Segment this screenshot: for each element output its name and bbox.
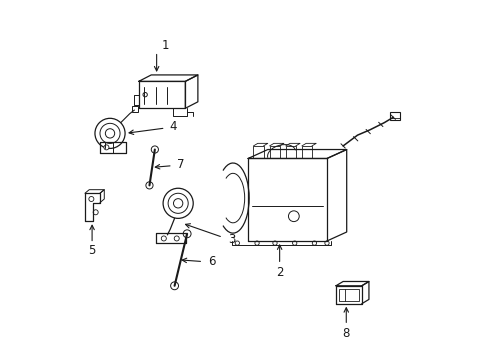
Circle shape (145, 182, 153, 189)
Bar (338, 289, 358, 301)
Text: 6: 6 (208, 255, 216, 268)
Text: 5: 5 (88, 244, 96, 257)
Bar (389, 112, 400, 120)
Circle shape (235, 241, 239, 245)
Circle shape (163, 188, 193, 219)
Circle shape (312, 241, 316, 245)
Circle shape (100, 123, 120, 143)
Text: 7: 7 (177, 158, 184, 171)
Circle shape (288, 211, 299, 222)
Circle shape (104, 145, 109, 150)
Circle shape (161, 236, 166, 241)
Bar (131, 107, 138, 112)
Circle shape (95, 118, 125, 148)
Circle shape (168, 193, 188, 213)
Circle shape (142, 93, 147, 97)
Circle shape (292, 241, 296, 245)
Circle shape (173, 199, 183, 208)
Circle shape (89, 197, 94, 202)
Text: 1: 1 (162, 39, 169, 52)
Circle shape (272, 241, 277, 245)
Circle shape (324, 241, 328, 245)
Circle shape (93, 210, 98, 215)
Circle shape (170, 282, 178, 290)
Circle shape (174, 236, 179, 241)
Circle shape (105, 129, 115, 138)
Circle shape (254, 241, 259, 245)
Text: 4: 4 (169, 120, 176, 133)
Text: 8: 8 (342, 327, 349, 339)
Text: 2: 2 (275, 266, 283, 279)
Circle shape (151, 146, 158, 153)
Text: 3: 3 (228, 233, 235, 246)
Circle shape (183, 230, 191, 238)
